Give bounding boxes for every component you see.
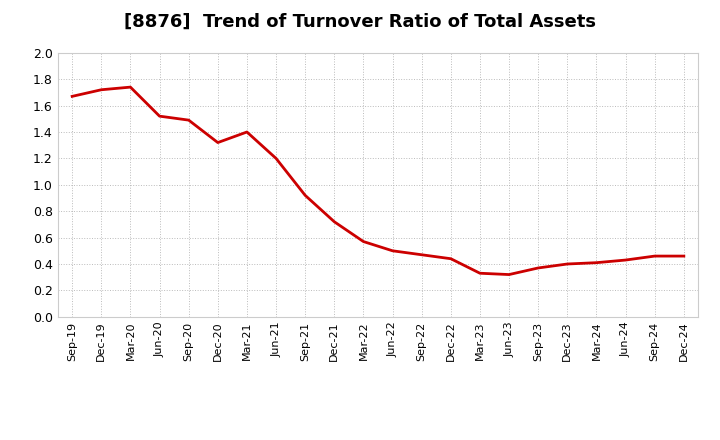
- Text: [8876]  Trend of Turnover Ratio of Total Assets: [8876] Trend of Turnover Ratio of Total …: [124, 13, 596, 31]
